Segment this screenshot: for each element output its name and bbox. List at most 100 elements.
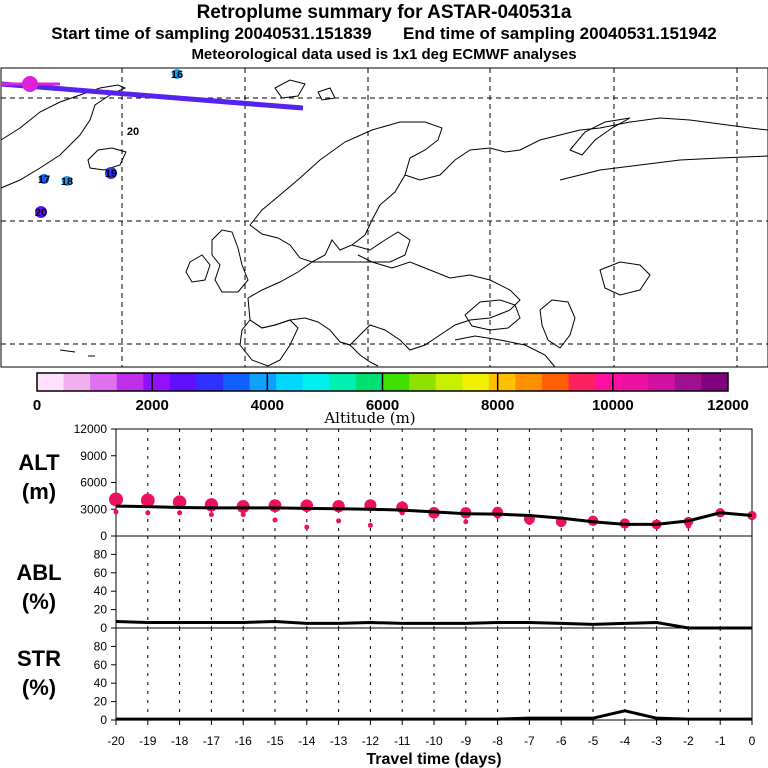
altitude-cluster-point [109, 492, 123, 507]
colorbar-swatch [382, 373, 410, 391]
altitude-cluster-point [177, 510, 183, 516]
y-axis-label: (m) [22, 479, 56, 504]
x-axis-label: Travel time (days) [366, 751, 501, 768]
colorbar-swatch [674, 373, 702, 391]
y-axis-label: (%) [22, 675, 56, 700]
plume-label: 17 [38, 174, 50, 186]
x-tick-label: -8 [492, 734, 503, 748]
altitude-cluster-point [113, 509, 119, 515]
plume-cluster-3: 18 [61, 176, 73, 188]
colorbar-tick-label: 0 [33, 397, 41, 414]
x-tick-label: -4 [619, 734, 630, 748]
altitude-cluster-point [336, 518, 342, 524]
colorbar-tick-label: 4000 [251, 397, 284, 414]
colorbar-swatch [568, 373, 596, 391]
plume-cluster-0: 16 [171, 69, 183, 81]
y-tick-label: 3000 [80, 502, 107, 516]
colorbar-tick-label: 2000 [135, 397, 168, 414]
x-tick-label: -10 [425, 734, 443, 748]
plume-label: 19 [105, 168, 117, 180]
y-tick-label: 0 [100, 621, 107, 635]
plume-label: 16 [171, 69, 183, 81]
x-tick-label: -5 [588, 734, 599, 748]
colorbar-swatch [249, 373, 277, 391]
series-line [115, 504, 753, 526]
x-axis: -20 -19 -18 -17 -16 -15 -14 -13 -12 -11 -10 -9 -8 -7-… [107, 720, 756, 768]
altitude-cluster-point [300, 499, 314, 512]
y-axis-label: ABL [16, 560, 61, 585]
plume-track [0, 81, 304, 111]
y-tick-label: 12000 [74, 422, 108, 436]
altitude-cluster-point [272, 517, 278, 523]
end-time-label: End time of sampling 20040531.151942 [403, 24, 717, 43]
y-tick-label: 0 [100, 713, 107, 727]
x-tick-label: -19 [139, 734, 157, 748]
y-axis-label: (%) [22, 589, 56, 614]
colorbar-tick-label: 6000 [366, 397, 399, 414]
series-line [116, 709, 752, 721]
colorbar-tick-label: 12000 [707, 397, 749, 414]
colorbar-swatch [276, 373, 304, 391]
chart-title: Retroplume summary for ASTAR-040531a [196, 2, 572, 23]
altitude-cluster-point [145, 510, 151, 516]
colorbar-swatch [223, 373, 251, 391]
x-tick-label: -1 [715, 734, 726, 748]
colorbar-swatch [409, 373, 437, 391]
x-tick-label: -6 [556, 734, 567, 748]
x-tick-label: -13 [330, 734, 348, 748]
x-tick-label: -16 [235, 734, 253, 748]
y-axis-label: ALT [18, 450, 60, 475]
x-tick-label: -15 [266, 734, 284, 748]
altitude-cluster-point [526, 520, 532, 526]
colorbar-title: Altitude (m) [323, 409, 415, 427]
altitude-cluster-point [268, 499, 282, 513]
start-time-label: Start time of sampling 20040531.151839 [51, 24, 372, 43]
x-tick-label: 0 [749, 734, 756, 748]
colorbar-swatch [90, 373, 118, 391]
colorbar-swatch [435, 373, 463, 391]
altitude-cluster-point [332, 499, 345, 513]
colorbar-swatch [169, 373, 197, 391]
altitude-cluster-point [240, 512, 246, 518]
colorbar-swatch [621, 373, 649, 391]
colorbar-swatch [462, 373, 490, 391]
x-tick-label: -14 [298, 734, 316, 748]
altitude-cluster-point [172, 495, 187, 509]
colorbar-swatch [329, 373, 357, 391]
x-tick-label: -11 [394, 734, 411, 748]
y-tick-label: 6000 [80, 476, 107, 490]
x-tick-label: -3 [651, 734, 662, 748]
y-tick-label: 20 [94, 603, 108, 617]
colorbar-tick-label: 10000 [592, 397, 634, 414]
europe-map: 16 20 17 18 19 20 [0, 67, 768, 368]
y-tick-label: 0 [100, 529, 107, 543]
colorbar-swatch [541, 373, 570, 391]
sampling-times: Start time of sampling 20040531.151839 E… [0, 24, 768, 44]
colorbar-swatch [355, 373, 383, 391]
colorbar-swatch [648, 373, 676, 391]
plume-label: 20 [35, 207, 47, 219]
panel-abl: 0 20 40 60 80 ABL (%) [16, 535, 753, 635]
altitude-cluster-point [208, 512, 214, 518]
colorbar-swatch [595, 373, 623, 391]
altitude-cluster-point [367, 522, 373, 528]
plume-cluster-4: 19 [105, 167, 117, 180]
altitude-cluster-point [463, 519, 469, 525]
colorbar-tick-label: 8000 [481, 397, 514, 414]
x-tick-label: -18 [171, 734, 189, 748]
x-tick-label: -9 [460, 734, 471, 748]
colorbar-swatch [116, 373, 144, 391]
colorbar-swatch [37, 373, 65, 391]
colorbar-swatch [143, 373, 171, 391]
plume-cluster-2: 17 [38, 174, 50, 186]
colorbar-swatch [515, 373, 543, 391]
altitude-cluster-point [140, 493, 155, 508]
y-tick-label: 9000 [80, 449, 107, 463]
y-tick-label: 60 [94, 566, 108, 580]
altitude-cluster-point [204, 498, 219, 512]
plume-label: 18 [61, 176, 73, 188]
panel-str: 0 20 40 60 80 STR (%) [17, 627, 753, 727]
y-tick-label: 80 [94, 639, 108, 653]
plume-label: 20 [127, 126, 139, 138]
